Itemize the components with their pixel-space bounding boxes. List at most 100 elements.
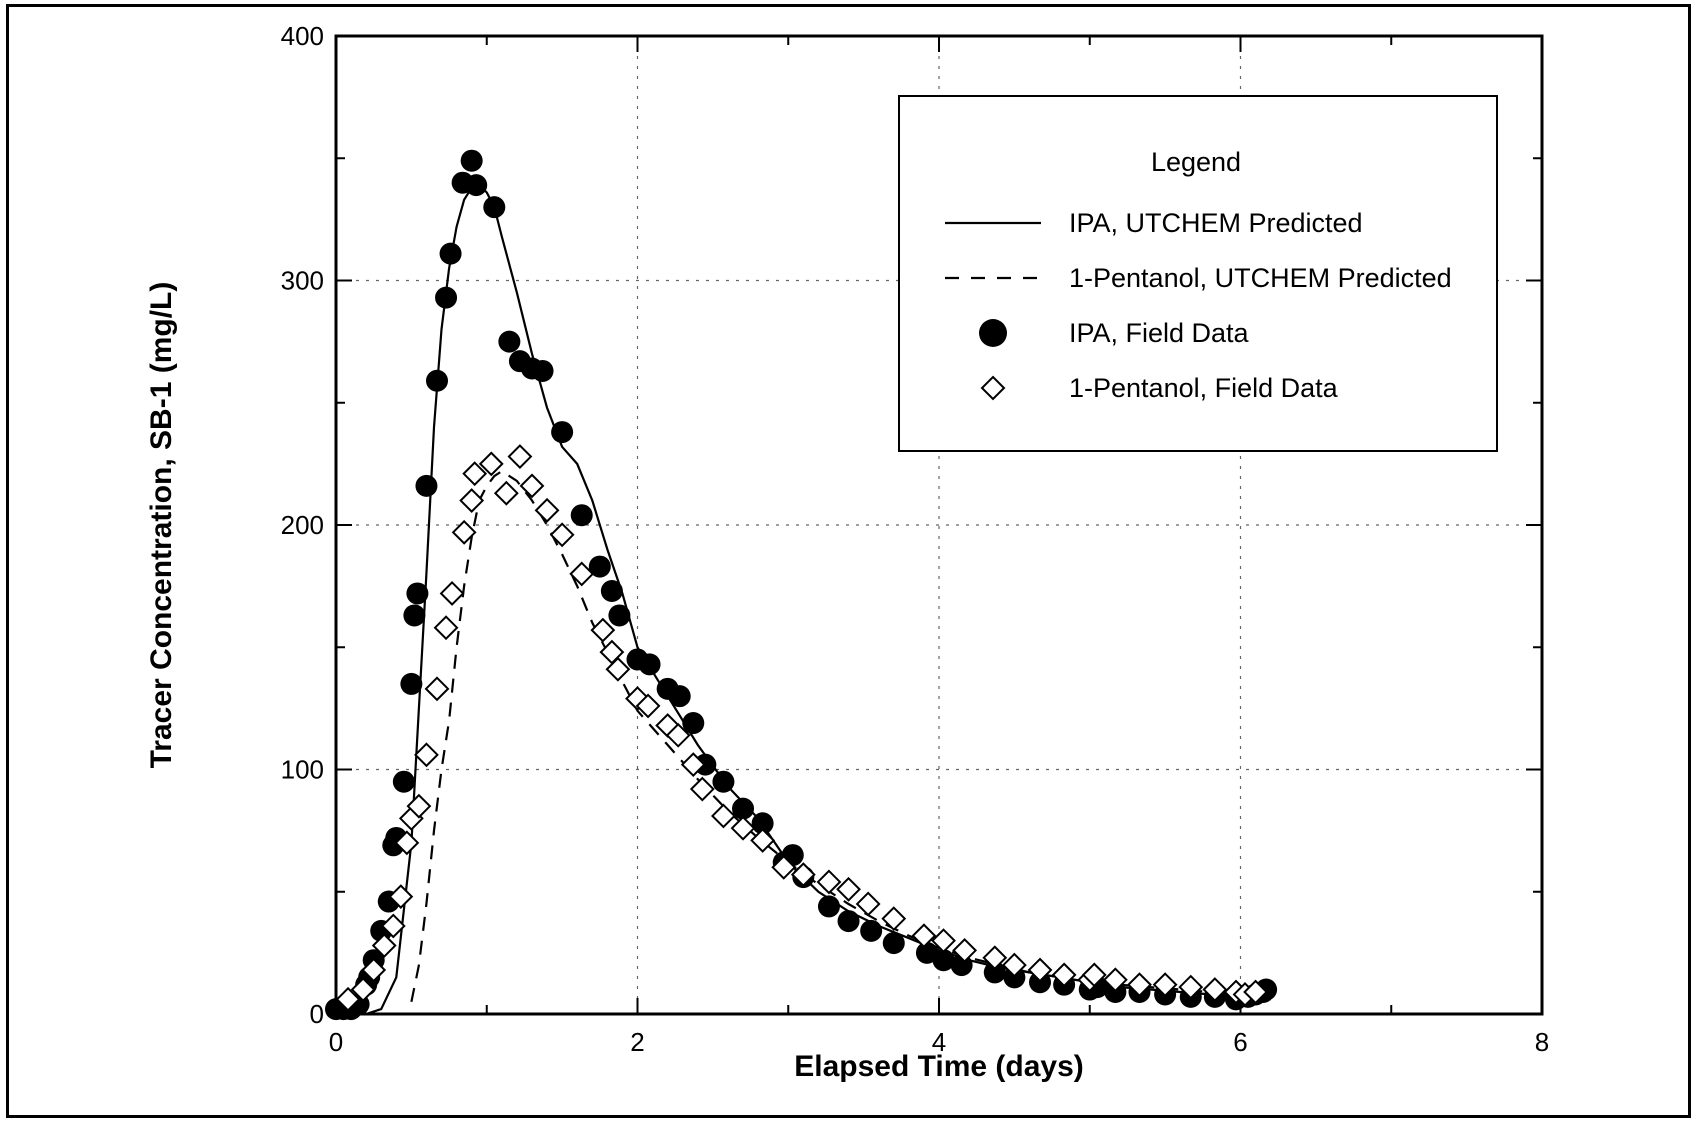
pentanol-field-point: [1202, 977, 1228, 1002]
pentanol-field-point: [414, 742, 439, 768]
pentanol-field-point: [462, 461, 488, 487]
legend-title: Legend: [1151, 147, 1241, 177]
pentanol-field-point: [931, 928, 956, 954]
pentanol-field-point: [534, 497, 560, 523]
ipa-field-point: [668, 685, 691, 708]
ipa-field-point: [439, 242, 462, 265]
ipa-field-point: [608, 604, 631, 627]
pentanol-field-point: [350, 977, 376, 1002]
legend-entries: IPA, UTCHEM Predicted 1-Pentanol, UTCHEM …: [945, 208, 1452, 403]
pentanol-field-point: [451, 519, 477, 545]
pentanol-field-point: [549, 522, 575, 548]
pentanol-field-point: [605, 656, 631, 682]
ipa-field-point: [465, 174, 488, 197]
ipa-field-point: [638, 653, 661, 676]
legend-filled-circle-swatch: [979, 319, 1007, 347]
ipa-field-point: [817, 895, 840, 918]
ipa-field-point: [498, 330, 521, 353]
y-axis-title: Tracer Concentration, SB-1 (mg/L): [145, 282, 178, 769]
pentanol-field-point: [335, 986, 361, 1012]
y-tick-label: 300: [281, 266, 324, 296]
ipa-field-point: [460, 149, 483, 172]
ipa-field-point: [882, 932, 905, 955]
pentanol-field-point: [493, 480, 519, 506]
ipa-field-point: [932, 949, 955, 972]
pentanol-field-point: [361, 957, 387, 983]
y-tick-label: 0: [310, 999, 324, 1029]
x-tick-label: 4: [932, 1027, 946, 1057]
ipa-field-point: [860, 919, 883, 942]
ipa-field-point: [682, 712, 705, 735]
pentanol-field-point: [836, 876, 861, 902]
pentanol-field-point: [689, 776, 715, 802]
legend-entry: IPA, UTCHEM Predicted: [945, 208, 1363, 238]
pentanol-field-point: [680, 752, 706, 778]
ipa-field-point: [588, 555, 611, 578]
ipa-field-point: [483, 196, 506, 219]
ipa-field-point: [732, 797, 755, 820]
pentanol-field-point: [750, 827, 776, 853]
ipa-field-point: [435, 286, 458, 309]
legend-entry: 1-Pentanol, UTCHEM Predicted: [945, 263, 1452, 293]
ipa-field-point: [426, 369, 449, 392]
pentanol-field-point: [433, 615, 459, 641]
ipa-field-point: [915, 941, 938, 964]
pentanol-field-point: [459, 488, 485, 513]
pentanol-field-point: [1243, 979, 1268, 1005]
pentanol-field-point: [1027, 957, 1053, 983]
x-axis-title: Elapsed Time (days): [794, 1050, 1084, 1083]
legend-diamond-swatch: [980, 375, 1006, 401]
pentanol-field-point: [952, 938, 978, 963]
pentanol-field-point: [380, 913, 406, 939]
pentanol-field-point: [1178, 974, 1204, 1000]
pentanol-field-point: [406, 793, 432, 819]
ipa-field-point: [406, 582, 429, 605]
pentanol-field-point: [424, 676, 450, 702]
pentanol-field-point: [982, 945, 1008, 971]
pentanol-field-point: [1152, 972, 1178, 998]
pentanol-field-point: [371, 933, 397, 958]
y-tick-label: 200: [281, 510, 324, 540]
ipa-field-point: [551, 421, 574, 444]
pentanol-field-point: [711, 803, 736, 829]
ipa-field-point: [531, 359, 554, 382]
pentanol-field-point: [507, 444, 533, 469]
pentanol-field-point: [1127, 972, 1152, 998]
ipa-field-point: [712, 770, 735, 793]
ipa-field-point: [570, 504, 593, 527]
ipa-field-point: [983, 961, 1006, 984]
pentanol-field-point: [635, 693, 661, 719]
pentanol-field-point: [816, 869, 842, 895]
x-tick-label: 6: [1233, 1027, 1247, 1057]
tracer-concentration-chart: 0 2 4 6 8 0 100 200 300 400 Elapsed Time (days) T…: [145, 21, 1549, 1083]
pentanol-field-point: [1081, 962, 1107, 988]
figure-frame: 0 2 4 6 8 0 100 200 300 400 Elapsed Time (days) T…: [6, 4, 1691, 1118]
pentanol-field-point: [439, 581, 465, 606]
y-tick-label: 100: [281, 755, 324, 785]
legend-entry: IPA, Field Data: [979, 318, 1250, 348]
pentanol-field-point: [1051, 962, 1077, 988]
x-tick-label: 8: [1535, 1027, 1549, 1057]
legend: Legend IPA, UTCHEM Predicted 1-Pentanol, …: [898, 95, 1498, 452]
pentanol-field-point: [519, 473, 545, 499]
pentanol-field-point: [911, 923, 937, 949]
pentanol-field-point: [790, 862, 816, 888]
pentanol-field-point: [665, 722, 691, 748]
pentanol-field-point: [394, 830, 420, 856]
pentanol-field-point: [881, 906, 907, 932]
pentanol-field-point: [855, 891, 881, 917]
pentanol-field-point: [478, 451, 504, 477]
pentanol-field-point: [730, 815, 756, 841]
ipa-field-point: [600, 580, 623, 603]
pentanol-field-point: [569, 561, 595, 587]
legend-label: 1-Pentanol, UTCHEM Predicted: [1069, 263, 1452, 293]
pentanol-field-point: [1001, 952, 1027, 978]
pentanol-field-point: [590, 617, 616, 643]
ipa-field-point: [392, 770, 415, 793]
ipa-field-point: [415, 474, 438, 497]
pentanol-field-point: [771, 854, 797, 880]
legend-label: IPA, Field Data: [1069, 318, 1250, 348]
ipa-field-point: [751, 812, 774, 835]
y-tick-label: 400: [281, 21, 324, 51]
ipa-field-point: [837, 910, 860, 933]
